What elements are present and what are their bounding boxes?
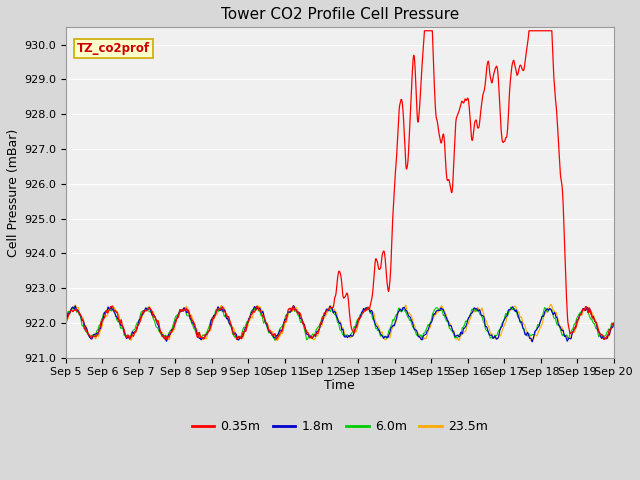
Y-axis label: Cell Pressure (mBar): Cell Pressure (mBar) [7, 128, 20, 257]
Title: Tower CO2 Profile Cell Pressure: Tower CO2 Profile Cell Pressure [221, 7, 459, 22]
Legend: 0.35m, 1.8m, 6.0m, 23.5m: 0.35m, 1.8m, 6.0m, 23.5m [187, 415, 493, 438]
X-axis label: Time: Time [324, 379, 355, 392]
Text: TZ_co2prof: TZ_co2prof [77, 42, 150, 55]
